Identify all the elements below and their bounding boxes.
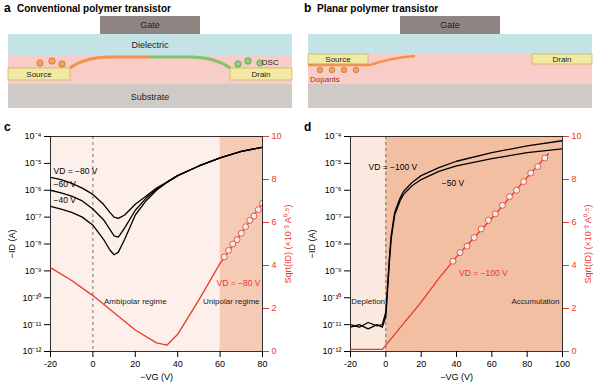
- svg-text:80: 80: [257, 359, 267, 369]
- svg-text:10⁻¹²: 10⁻¹²: [22, 346, 41, 356]
- svg-text:10⁻⁸: 10⁻⁸: [25, 239, 42, 249]
- svg-text:Gate: Gate: [440, 20, 460, 30]
- svg-text:20: 20: [130, 359, 140, 369]
- svg-text:20: 20: [416, 359, 426, 369]
- svg-text:-20: -20: [44, 359, 57, 369]
- svg-text:OSC: OSC: [261, 58, 279, 67]
- svg-text:VD = −100 V: VD = −100 V: [368, 162, 417, 172]
- svg-text:10⁻⁷: 10⁻⁷: [325, 212, 341, 222]
- svg-text:6: 6: [572, 217, 577, 227]
- svg-text:10⁻⁸: 10⁻⁸: [325, 239, 342, 249]
- svg-text:8: 8: [272, 174, 277, 184]
- svg-text:VD = −80 V: VD = −80 V: [54, 166, 98, 176]
- svg-text:10⁻⁶: 10⁻⁶: [25, 185, 42, 195]
- html-text:c: c: [4, 120, 11, 134]
- svg-text:10⁻⁷: 10⁻⁷: [25, 212, 41, 222]
- svg-text:b: b: [304, 1, 311, 15]
- svg-text:10⁻¹²: 10⁻¹²: [322, 346, 341, 356]
- svg-text:10: 10: [572, 131, 582, 141]
- svg-text:10: 10: [272, 131, 282, 141]
- svg-text:10⁻¹¹: 10⁻¹¹: [22, 320, 41, 330]
- svg-text:−VG (V): −VG (V): [440, 372, 473, 382]
- svg-text:Substrate: Substrate: [131, 92, 170, 102]
- svg-text:Source: Source: [325, 55, 351, 64]
- svg-text:Source: Source: [26, 70, 52, 79]
- svg-text:−60 V: −60 V: [54, 179, 77, 189]
- svg-text:Dopants: Dopants: [310, 75, 340, 84]
- svg-text:2: 2: [272, 303, 277, 313]
- svg-text:-20: -20: [344, 359, 357, 369]
- svg-text:Accumulation: Accumulation: [511, 297, 559, 306]
- svg-text:Sqrt(ID) (×10⁻³ A⁰·⁵): Sqrt(ID) (×10⁻³ A⁰·⁵): [283, 205, 293, 284]
- svg-text:Unipolar regime: Unipolar regime: [203, 297, 260, 306]
- html-text:d: d: [304, 120, 312, 134]
- svg-text:−50 V: −50 V: [442, 178, 465, 188]
- svg-text:Ambipolar regime: Ambipolar regime: [104, 297, 167, 306]
- svg-text:40: 40: [451, 359, 461, 369]
- svg-text:0: 0: [383, 359, 388, 369]
- svg-text:40: 40: [173, 359, 183, 369]
- svg-text:10⁻⁵: 10⁻⁵: [325, 158, 342, 168]
- svg-text:10⁻⁶: 10⁻⁶: [325, 185, 342, 195]
- svg-text:VD = −100 V: VD = −100 V: [459, 268, 508, 278]
- svg-text:Dielectric: Dielectric: [131, 40, 169, 50]
- svg-text:Conventional polymer transisto: Conventional polymer transistor: [17, 3, 171, 14]
- svg-text:Drain: Drain: [251, 70, 270, 79]
- svg-text:Depletion: Depletion: [351, 297, 385, 306]
- svg-text:10⁻¹⁰: 10⁻¹⁰: [322, 293, 341, 303]
- svg-text:0: 0: [272, 346, 277, 356]
- svg-text:10⁻¹⁰: 10⁻¹⁰: [22, 293, 41, 303]
- svg-text:Sqrt(ID) (×10⁻³ A⁰·⁵): Sqrt(ID) (×10⁻³ A⁰·⁵): [583, 205, 593, 284]
- svg-text:Planar polymer transistor: Planar polymer transistor: [317, 3, 438, 14]
- svg-text:10⁻⁴: 10⁻⁴: [25, 131, 42, 141]
- svg-text:−VG (V): −VG (V): [140, 372, 173, 382]
- svg-text:8: 8: [572, 174, 577, 184]
- svg-text:VD = −80 V: VD = −80 V: [217, 278, 261, 288]
- svg-text:10⁻¹¹: 10⁻¹¹: [322, 320, 341, 330]
- svg-text:60: 60: [215, 359, 225, 369]
- svg-text:60: 60: [487, 359, 497, 369]
- svg-text:2: 2: [572, 303, 577, 313]
- svg-text:10⁻⁹: 10⁻⁹: [25, 266, 42, 276]
- svg-text:0: 0: [572, 346, 577, 356]
- svg-text:−ID (A): −ID (A): [307, 230, 317, 259]
- svg-text:4: 4: [272, 260, 277, 270]
- svg-text:4: 4: [572, 260, 577, 270]
- svg-text:10⁻⁹: 10⁻⁹: [325, 266, 342, 276]
- svg-text:0: 0: [90, 359, 95, 369]
- svg-text:100: 100: [555, 359, 570, 369]
- svg-text:10⁻⁵: 10⁻⁵: [25, 158, 42, 168]
- svg-text:−ID (A): −ID (A): [7, 230, 17, 259]
- svg-text:Drain: Drain: [552, 55, 571, 64]
- svg-text:Gate: Gate: [140, 20, 160, 30]
- svg-text:80: 80: [522, 359, 532, 369]
- svg-text:10⁻⁴: 10⁻⁴: [325, 131, 342, 141]
- svg-text:−40 V: −40 V: [54, 195, 77, 205]
- svg-text:6: 6: [272, 217, 277, 227]
- svg-text:a: a: [4, 1, 11, 15]
